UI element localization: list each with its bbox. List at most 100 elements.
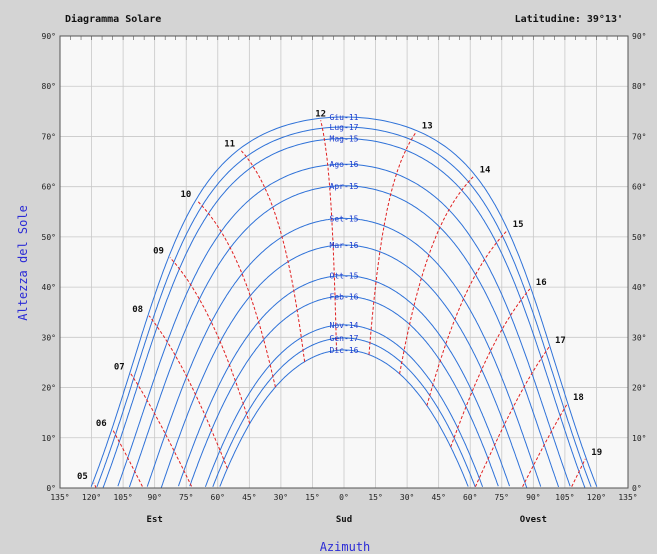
hour-label: 07 xyxy=(114,363,125,373)
y-tick-label-right: 0° xyxy=(632,484,642,493)
y-tick-label-left: 0° xyxy=(46,484,56,493)
day-curve xyxy=(219,349,469,487)
hour-line xyxy=(368,132,417,355)
x-tick-label: 45° xyxy=(431,493,445,502)
hour-line xyxy=(112,429,143,487)
hour-label: 12 xyxy=(315,109,326,119)
direction-label: Sud xyxy=(336,515,352,525)
y-tick-label-left: 10° xyxy=(42,434,56,443)
hour-line xyxy=(426,230,508,406)
y-tick-label-right: 50° xyxy=(632,233,646,242)
hour-label: 19 xyxy=(591,448,602,458)
chart-title: Diagramma Solare xyxy=(65,13,161,25)
hour-lines xyxy=(93,120,586,489)
day-curve-label: Dic-16 xyxy=(330,346,359,355)
day-curve-label: Mag-15 xyxy=(330,135,359,144)
day-curve xyxy=(189,295,499,487)
hour-label: 15 xyxy=(513,220,524,230)
x-tick-label: 30° xyxy=(400,493,414,502)
y-tick-label-left: 50° xyxy=(42,233,56,242)
hour-line xyxy=(320,120,337,351)
x-tick-label: 15° xyxy=(305,493,319,502)
x-tick-label: 90° xyxy=(526,493,540,502)
day-curve xyxy=(102,138,586,488)
y-tick-label-right: 10° xyxy=(632,434,646,443)
y-tick-label-right: 90° xyxy=(632,32,646,41)
x-tick-label: 75° xyxy=(495,493,509,502)
y-tick-label-left: 90° xyxy=(42,32,56,41)
day-curve-label: Feb-16 xyxy=(330,292,359,301)
latitude-label: Latitudine: 39°13' xyxy=(515,13,623,25)
y-tick-label-right: 20° xyxy=(632,384,646,393)
hour-line xyxy=(196,200,276,388)
day-curve-label: Apr-15 xyxy=(330,182,359,191)
x-tick-label: 0° xyxy=(339,493,349,502)
day-curve-label: Mar-16 xyxy=(330,241,359,250)
day-curve-label: Gen-17 xyxy=(330,334,359,343)
y-tick-label-left: 70° xyxy=(42,132,56,141)
hour-line xyxy=(240,150,306,362)
day-curve xyxy=(96,126,592,487)
x-tick-label: 105° xyxy=(113,493,132,502)
day-curve xyxy=(178,275,510,487)
hour-line xyxy=(474,346,550,487)
x-tick-label: 135° xyxy=(618,493,637,502)
x-tick-label: 90° xyxy=(147,493,161,502)
hour-line xyxy=(571,458,586,487)
y-tick-label-left: 60° xyxy=(42,183,56,192)
x-tick-label: 15° xyxy=(368,493,382,502)
hour-label: 16 xyxy=(536,278,547,288)
hour-line xyxy=(522,403,568,487)
hour-label: 13 xyxy=(422,122,433,132)
day-curve xyxy=(117,163,571,487)
day-curve xyxy=(128,185,560,488)
hour-label: 11 xyxy=(224,139,235,149)
x-tick-label: 45° xyxy=(242,493,256,502)
y-tick-label-left: 20° xyxy=(42,384,56,393)
day-curve-label: Ott-15 xyxy=(330,272,359,281)
day-curve-label: Lug-17 xyxy=(330,123,359,132)
y-axis-title: Altezza del Sole xyxy=(16,205,30,321)
day-curves xyxy=(90,116,598,488)
day-curve-label: Ago-16 xyxy=(330,160,359,169)
y-tick-label-left: 30° xyxy=(42,333,56,342)
hour-label: 18 xyxy=(573,393,584,403)
plot-border xyxy=(59,35,629,489)
y-tick-label-left: 40° xyxy=(42,283,56,292)
day-curve xyxy=(160,244,528,488)
day-curve-label: Giu-11 xyxy=(330,113,359,122)
hour-line xyxy=(148,315,228,469)
x-tick-label: 75° xyxy=(179,493,193,502)
hour-label: 10 xyxy=(180,190,191,200)
y-tick-label-right: 80° xyxy=(632,82,646,91)
hour-line xyxy=(169,257,251,424)
hour-label: 05 xyxy=(77,472,88,482)
x-tick-label: 120° xyxy=(82,493,101,502)
hour-line xyxy=(399,176,474,374)
hour-label: 09 xyxy=(153,247,164,257)
hour-line xyxy=(450,288,531,448)
hour-label: 08 xyxy=(132,305,143,315)
day-curve xyxy=(204,324,484,487)
x-tick-label: 135° xyxy=(50,493,69,502)
day-curve-label: Set-15 xyxy=(330,214,359,223)
day-curve xyxy=(90,116,598,487)
hour-line xyxy=(93,482,97,489)
hour-label: 06 xyxy=(96,419,107,429)
direction-label: Ovest xyxy=(520,515,547,525)
hour-label: 14 xyxy=(480,165,491,175)
x-tick-label: 105° xyxy=(555,493,574,502)
hour-label: 17 xyxy=(555,336,566,346)
day-curve xyxy=(146,217,542,487)
x-axis-title: Azimuth xyxy=(320,540,371,554)
x-tick-label: 60° xyxy=(211,493,225,502)
y-tick-label-left: 80° xyxy=(42,82,56,91)
x-tick-label: 120° xyxy=(587,493,606,502)
direction-label: Est xyxy=(147,515,163,525)
y-tick-label-right: 60° xyxy=(632,183,646,192)
hour-line xyxy=(130,373,193,487)
labels: 135° 120° 105° 90° 75° 60° 45° 30° 15° 0° 15° 30° 45… xyxy=(42,32,647,525)
y-tick-label-right: 70° xyxy=(632,132,646,141)
